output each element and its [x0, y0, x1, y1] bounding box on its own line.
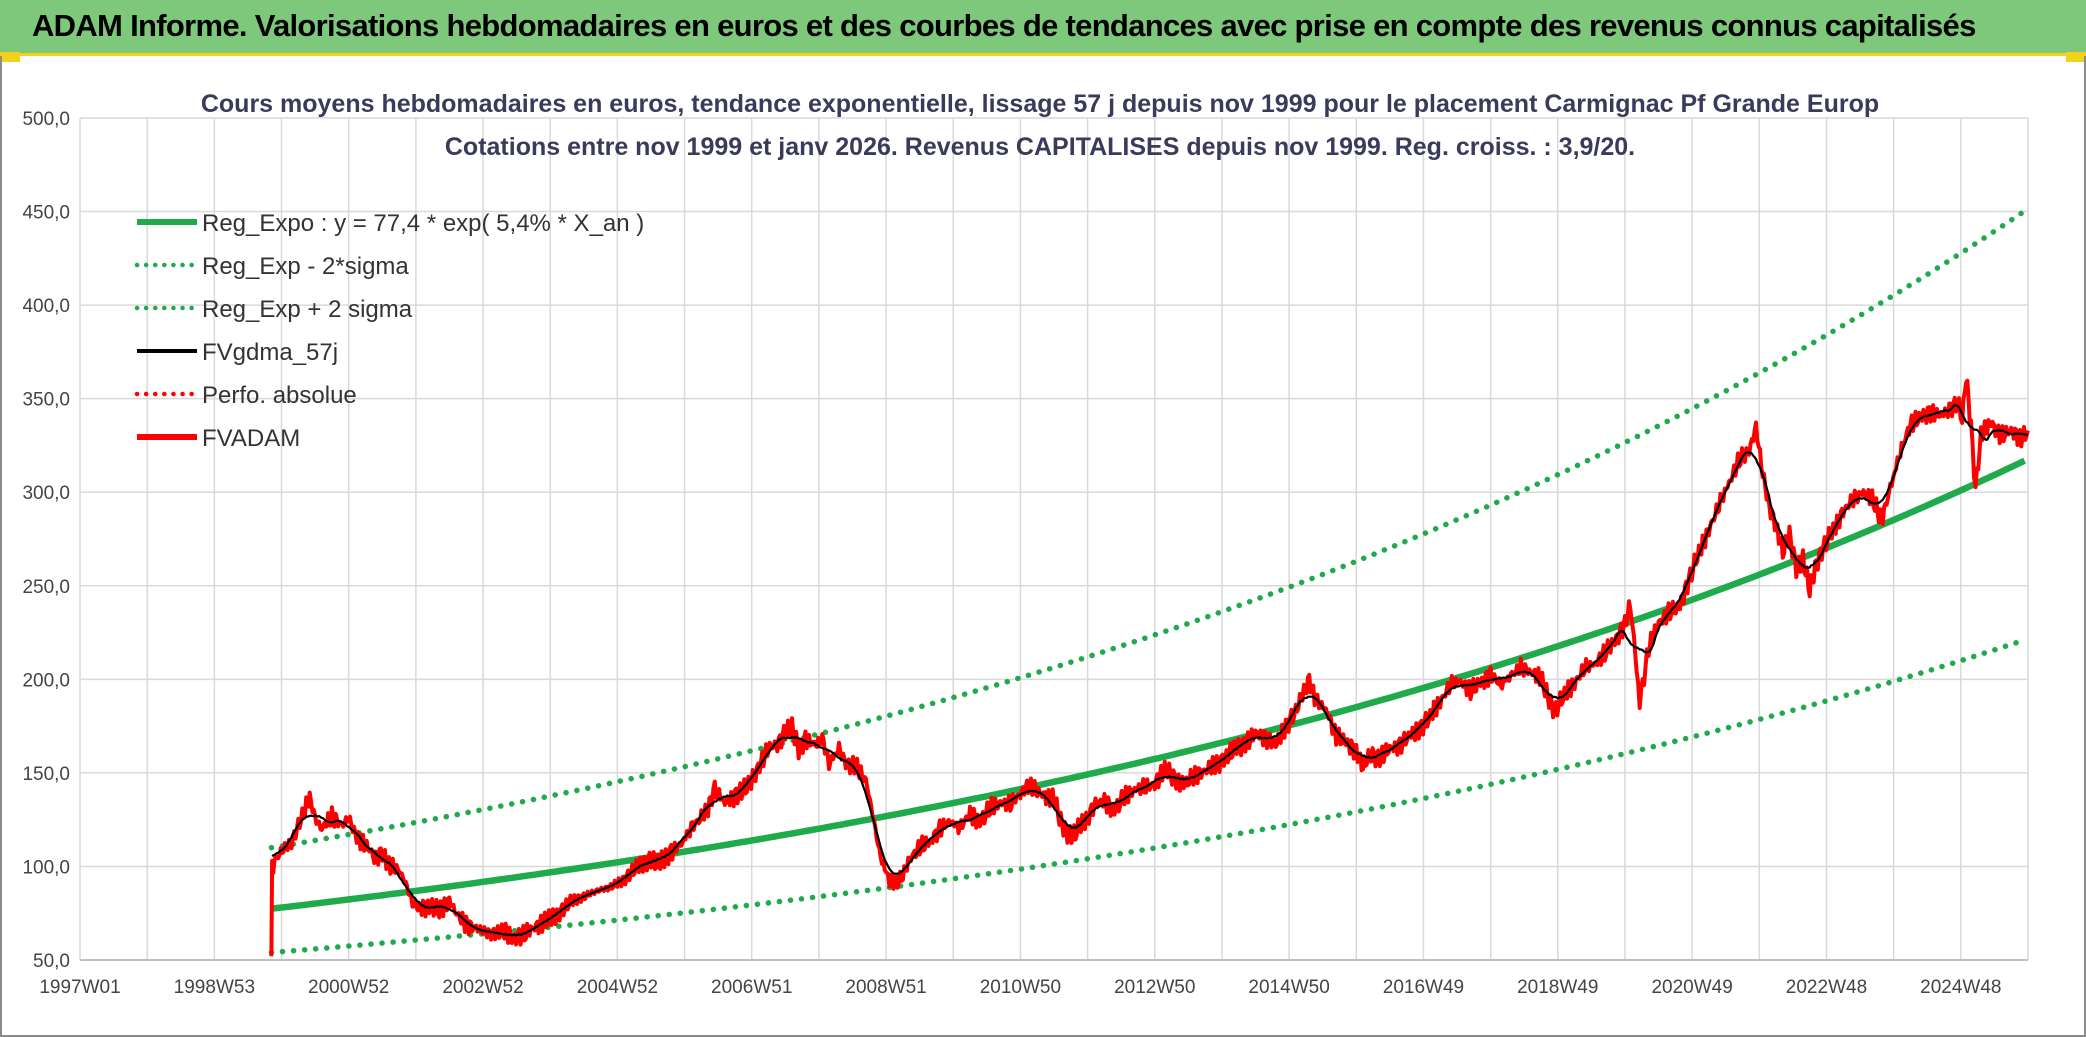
y-axis-ticks: 50,0 100,0 150,0 200,0 250,0 300,0 350,0 400,0 4…: [22, 109, 70, 972]
y-tick-label: 50,0: [33, 951, 70, 972]
y-tick-label: 450,0: [22, 203, 70, 224]
x-tick-label: 2024W48: [1920, 977, 2001, 998]
banner-corner-right: [2066, 52, 2086, 62]
x-tick-label: 2006W51: [711, 977, 792, 998]
x-tick-label: 2020W49: [1651, 977, 1732, 998]
x-tick-label: 2008W51: [845, 977, 926, 998]
fvgdma-line: [271, 404, 2029, 937]
chart-frame: [0, 56, 2086, 1037]
y-tick-label: 100,0: [22, 857, 70, 878]
y-tick-label: 350,0: [22, 390, 70, 411]
fvadam-line: [269, 378, 2030, 957]
x-tick-label: 2014W50: [1248, 977, 1329, 998]
legend-label: FVgdma_57j: [202, 339, 338, 366]
y-tick-label: 200,0: [22, 670, 70, 691]
legend-label: FVADAM: [202, 425, 300, 452]
x-tick-label: 2016W49: [1383, 977, 1464, 998]
x-tick-label: 2000W52: [308, 977, 389, 998]
y-tick-label: 150,0: [22, 764, 70, 785]
x-tick-label: 2004W52: [577, 977, 658, 998]
x-axis-ticks: 1997W01 1998W53 2000W52 2002W52 2004W52 2006W…: [39, 977, 2001, 998]
legend-label: Perfo. absolue: [202, 382, 357, 409]
x-tick-label: 2022W48: [1786, 977, 1867, 998]
x-tick-label: 2010W50: [980, 977, 1061, 998]
banner-corner-left: [0, 52, 20, 62]
regression-line: [271, 457, 2027, 912]
x-tick-label: 2018W49: [1517, 977, 1598, 998]
legend-label: Reg_Expo : y = 77,4 * exp( 5,4% * X_an ): [202, 210, 644, 237]
x-tick-label: 1998W53: [174, 977, 255, 998]
y-tick-label: 300,0: [22, 483, 70, 504]
x-tick-label: 2002W52: [442, 977, 523, 998]
chart-subtitle: Cotations entre nov 1999 et janv 2026. R…: [445, 133, 1635, 161]
chart-series: [268, 208, 2030, 957]
chart-grid: [79, 117, 2029, 961]
chart-legend: Reg_Expo : y = 77,4 * exp( 5,4% * X_an )…: [134, 210, 644, 452]
y-tick-label: 500,0: [22, 109, 70, 130]
y-tick-label: 400,0: [22, 296, 70, 317]
y-tick-label: 250,0: [22, 577, 70, 598]
report-banner: ADAM Informe. Valorisations hebdomadaire…: [0, 0, 2086, 56]
chart-title: Cours moyens hebdomadaires en euros, ten…: [201, 90, 1879, 118]
x-tick-label: 1997W01: [39, 977, 120, 998]
sigma-band-line: [268, 637, 2028, 956]
legend-label: Reg_Exp + 2 sigma: [202, 296, 413, 323]
x-tick-label: 2012W50: [1114, 977, 1195, 998]
sigma-band-line: [268, 208, 2028, 851]
report-title: ADAM Informe. Valorisations hebdomadaire…: [32, 8, 1976, 43]
legend-label: Reg_Exp - 2*sigma: [202, 253, 409, 280]
